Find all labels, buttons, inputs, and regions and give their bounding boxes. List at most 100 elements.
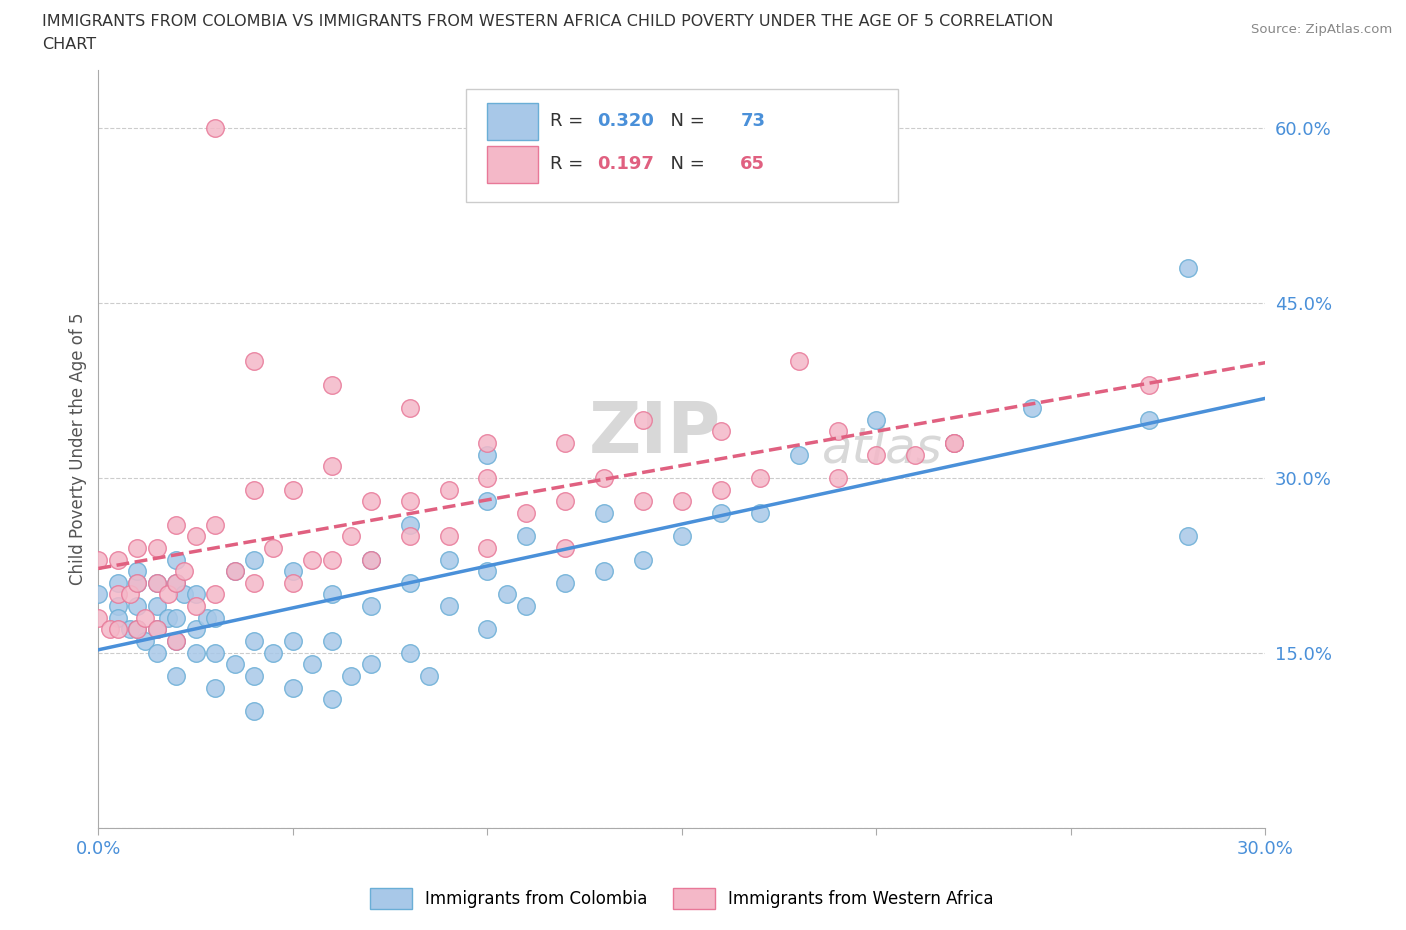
Point [281,564,304,578]
Point [340,529,363,544]
Point [904,447,927,462]
Point [321,552,343,567]
Point [173,564,195,578]
Point [865,447,887,462]
Point [204,610,226,625]
Point [243,482,266,497]
Text: N =: N = [658,113,710,130]
Point [554,576,576,591]
Point [437,552,460,567]
Point [360,494,382,509]
Point [146,645,169,660]
Point [184,587,207,602]
Point [127,540,149,555]
Point [146,622,169,637]
Text: N =: N = [658,155,710,174]
Point [157,610,180,625]
Point [418,669,440,684]
Point [204,681,226,696]
Point [1177,529,1199,544]
Point [554,435,576,450]
Point [827,424,849,439]
Point [146,576,169,591]
Point [107,610,129,625]
Point [107,576,129,591]
Point [865,412,887,427]
Point [631,412,654,427]
Point [1021,401,1043,416]
Point [165,552,187,567]
Point [87,587,110,602]
Point [262,645,284,660]
Point [281,633,304,648]
Point [515,505,537,520]
Point [710,482,733,497]
Legend: Immigrants from Colombia, Immigrants from Western Africa: Immigrants from Colombia, Immigrants fro… [364,882,1000,915]
Point [496,587,519,602]
Point [243,633,266,648]
Point [184,622,207,637]
Point [184,645,207,660]
Point [127,622,149,637]
Point [437,482,460,497]
Point [224,564,246,578]
Text: 65: 65 [741,155,765,174]
Point [184,599,207,614]
Point [321,587,343,602]
Point [146,622,169,637]
Point [398,529,420,544]
Point [477,540,499,555]
Text: R =: R = [550,113,589,130]
Point [134,633,156,648]
Point [398,494,420,509]
Point [243,669,266,684]
Point [787,353,810,368]
Y-axis label: Child Poverty Under the Age of 5: Child Poverty Under the Age of 5 [69,312,87,585]
Point [165,610,187,625]
Text: 0.320: 0.320 [596,113,654,130]
Point [748,505,770,520]
Point [360,657,382,671]
Point [360,552,382,567]
Point [146,540,169,555]
Text: 73: 73 [741,113,765,130]
Point [165,576,187,591]
Point [943,435,966,450]
Point [107,599,129,614]
Point [437,599,460,614]
Text: R =: R = [550,155,589,174]
Point [943,435,966,450]
Point [554,540,576,555]
Point [321,692,343,707]
Point [827,471,849,485]
Point [593,564,616,578]
FancyBboxPatch shape [486,146,538,183]
Point [710,505,733,520]
FancyBboxPatch shape [486,102,538,140]
Point [157,587,180,602]
Point [477,564,499,578]
FancyBboxPatch shape [465,88,898,203]
Point [340,669,363,684]
Point [184,529,207,544]
Text: IMMIGRANTS FROM COLOMBIA VS IMMIGRANTS FROM WESTERN AFRICA CHILD POVERTY UNDER T: IMMIGRANTS FROM COLOMBIA VS IMMIGRANTS F… [42,14,1053,29]
Point [321,458,343,473]
Point [477,622,499,637]
Point [118,622,141,637]
Point [593,471,616,485]
Text: atlas: atlas [823,425,942,472]
Point [204,121,226,136]
Point [118,587,141,602]
Point [748,471,770,485]
Point [87,552,110,567]
Point [437,529,460,544]
Point [787,447,810,462]
Point [1177,260,1199,275]
Point [301,552,323,567]
Point [281,576,304,591]
Point [243,576,266,591]
Point [515,599,537,614]
Point [204,645,226,660]
Point [107,622,129,637]
Point [477,471,499,485]
